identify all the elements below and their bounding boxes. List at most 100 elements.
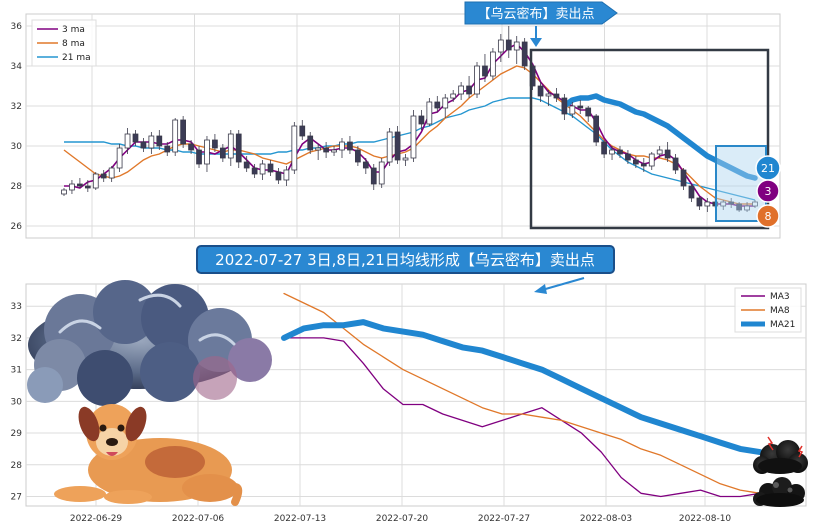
candle xyxy=(410,110,417,162)
candle xyxy=(339,138,345,158)
candle xyxy=(458,82,464,100)
candle xyxy=(92,172,99,190)
candle xyxy=(315,144,322,160)
candle xyxy=(696,196,703,210)
candle xyxy=(180,116,187,148)
legend-ma8: MA8 xyxy=(770,306,790,316)
bottom-x-axis-ticks: 2022-06-29 2022-07-06 2022-07-13 2022-07-20… xyxy=(70,514,732,524)
bottom-y-tick-label: 33 xyxy=(11,302,22,312)
bottom-y-axis-ticks: 27 28 29 30 31 32 33 xyxy=(11,302,23,502)
candle xyxy=(235,130,242,168)
candle xyxy=(61,188,67,196)
top-y-axis-ticks: 26 28 30 32 34 36 xyxy=(11,22,23,232)
candle xyxy=(632,156,639,168)
candle xyxy=(601,140,607,158)
ma8-marker-label: 8 xyxy=(765,210,772,223)
candle xyxy=(227,130,234,166)
bottom-y-tick-label: 30 xyxy=(11,397,23,407)
top-ma21-highlight-line xyxy=(561,93,758,181)
ma21-marker-label: 21 xyxy=(761,162,775,175)
small-dark-cloud-icon xyxy=(753,477,805,507)
candle xyxy=(156,130,163,150)
candle xyxy=(561,94,568,120)
top-plot-area xyxy=(25,13,781,239)
candle xyxy=(625,150,631,164)
candle xyxy=(490,48,496,80)
candle xyxy=(545,90,552,106)
candle xyxy=(672,154,679,174)
candle xyxy=(402,154,409,166)
candle xyxy=(251,164,258,178)
bottom-ma21-line xyxy=(281,319,763,456)
candle xyxy=(585,106,592,122)
down-arrow-icon xyxy=(530,38,542,47)
candle xyxy=(259,160,266,180)
top-legend: 3 ma 8 ma 21 ma xyxy=(31,19,97,67)
top-y-tick-label: 28 xyxy=(11,182,23,192)
top-moving-averages xyxy=(63,43,758,207)
candle xyxy=(648,152,655,170)
bottom-x-tick-label: 2022-06-29 xyxy=(70,514,123,524)
candle xyxy=(188,140,194,154)
candle xyxy=(553,88,560,102)
candle xyxy=(370,164,377,190)
ma21-marker: 21 xyxy=(755,155,781,181)
bottom-y-tick-label: 31 xyxy=(11,366,22,376)
candle xyxy=(466,76,472,98)
candle xyxy=(537,82,544,102)
candle xyxy=(116,144,123,172)
bottom-x-tick-label: 2022-07-27 xyxy=(478,514,530,524)
candle xyxy=(77,178,83,188)
legend-ma21: MA21 xyxy=(770,320,795,330)
signal-callout-text: 【乌云密布】卖出点 xyxy=(477,6,594,22)
top-ma21-line xyxy=(64,97,756,201)
candle xyxy=(378,158,385,188)
bottom-x-tick-label: 2022-07-13 xyxy=(274,514,326,524)
candle xyxy=(744,202,750,212)
candle xyxy=(323,142,329,158)
candle xyxy=(148,132,155,154)
legend-3ma: 3 ma xyxy=(62,25,85,35)
candle xyxy=(720,200,727,210)
top-y-tick-label: 30 xyxy=(11,142,23,152)
candle xyxy=(640,158,647,172)
bottom-y-tick-label: 28 xyxy=(11,461,23,471)
candle xyxy=(140,138,147,152)
candle xyxy=(355,146,361,166)
candle xyxy=(736,202,742,212)
candle xyxy=(664,142,671,162)
candle xyxy=(656,146,663,158)
candle xyxy=(497,34,504,62)
candle xyxy=(347,136,353,154)
candle xyxy=(513,36,520,64)
bottom-chart-title: 2022-07-27 3日,8日,21日均线形成【乌云密布】卖出点 xyxy=(215,251,595,269)
candle xyxy=(386,128,393,166)
top-y-tick-label: 26 xyxy=(11,222,23,232)
candle xyxy=(164,142,171,156)
bottom-y-tick-label: 32 xyxy=(11,334,22,344)
candle xyxy=(362,158,369,174)
candle xyxy=(442,94,449,118)
ma3-marker: 3 xyxy=(756,179,780,203)
candle xyxy=(577,100,584,114)
candle xyxy=(219,144,226,162)
candle xyxy=(482,54,488,82)
candle xyxy=(275,168,282,184)
candle xyxy=(688,184,695,202)
pointer-arrow-icon xyxy=(534,284,547,294)
candle xyxy=(291,122,298,174)
top-y-tick-label: 36 xyxy=(11,22,23,32)
candle xyxy=(680,168,687,190)
top-ma8-line xyxy=(63,65,755,205)
candle xyxy=(418,110,425,130)
candle xyxy=(283,166,290,186)
bottom-ma-lines xyxy=(281,292,763,498)
legend-ma3: MA3 xyxy=(770,292,790,302)
ma8-marker: 8 xyxy=(756,204,780,228)
top-y-tick-label: 32 xyxy=(11,102,22,112)
bottom-x-tick-label: 2022-07-20 xyxy=(376,514,429,524)
candle xyxy=(204,136,210,172)
dog-illustration xyxy=(54,404,243,506)
candle xyxy=(569,102,576,118)
